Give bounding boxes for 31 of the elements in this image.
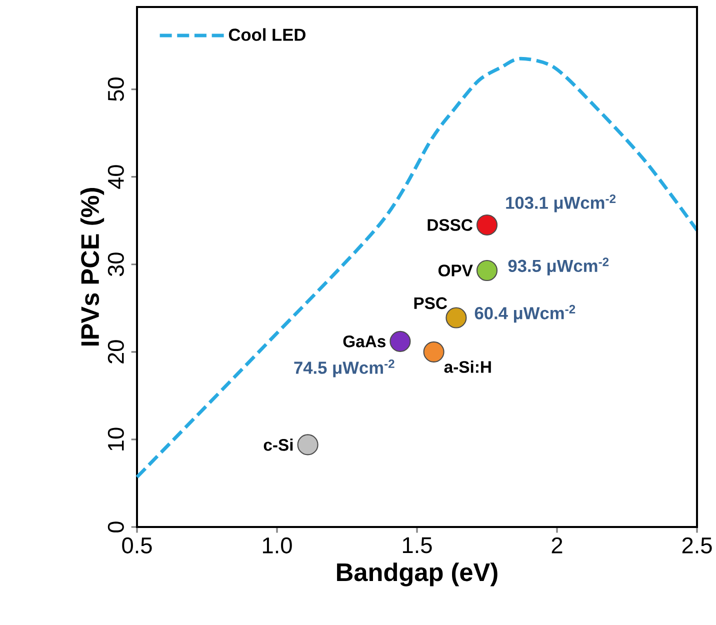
y-tick-label: 30 — [108, 252, 124, 276]
series-label: OPV — [438, 264, 473, 276]
x-tick-label: 2 — [552, 537, 562, 554]
y-tick-label: 0 — [108, 522, 124, 532]
y-tick-label: 20 — [108, 340, 124, 364]
point — [390, 330, 411, 352]
x-tick-label: 1.0 — [262, 537, 292, 554]
x-axis-title: Bandgap (eV) — [337, 562, 498, 586]
y-tick-label: 40 — [108, 165, 124, 189]
y-axis-title: IPVs PCE (%) — [80, 188, 104, 346]
series-label: GaAs — [343, 336, 386, 348]
x-tick-label: 1.5 — [402, 537, 432, 554]
point — [476, 260, 498, 282]
annotation: 74.5 μWcm$^{-2}$ — [294, 359, 394, 378]
y-tick-label: 10 — [108, 428, 124, 450]
point — [423, 341, 444, 362]
y-tick-label: 50 — [108, 78, 124, 101]
series-label: PSC — [414, 297, 448, 310]
point — [297, 434, 318, 456]
annotation: 93.5 μWcm$^{-2}$ — [508, 258, 609, 276]
series-label: DSSC — [428, 219, 473, 231]
series-label: a-Si:H — [444, 360, 491, 373]
series-label: c-Si — [264, 438, 293, 451]
x-tick-label: 0.5 — [122, 537, 152, 554]
annotation: 60.4 μWcm$^{-2}$ — [474, 304, 576, 323]
annotation: 103.1 μWcm$^{-2}$ — [506, 194, 616, 212]
point — [446, 307, 467, 328]
legend-label: Cool LED — [228, 28, 306, 41]
point — [476, 214, 498, 236]
x-tick-label: 2.5 — [682, 537, 712, 554]
line-series — [135, 56, 699, 479]
